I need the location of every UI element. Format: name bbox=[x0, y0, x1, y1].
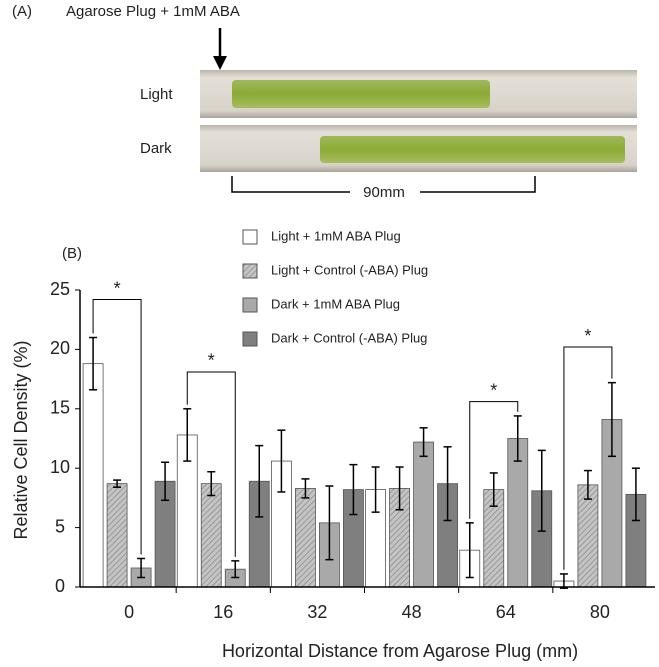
scale-label: 90mm bbox=[363, 184, 405, 201]
y-tick-label: 5 bbox=[55, 516, 65, 536]
row-label: Light bbox=[140, 86, 173, 103]
x-tick-label: 0 bbox=[124, 602, 134, 622]
legend-swatch bbox=[242, 229, 258, 245]
legend-swatch bbox=[242, 263, 258, 279]
significance-bracket bbox=[469, 401, 519, 519]
algae bbox=[232, 80, 490, 108]
legend-label: Dark + Control (-ABA) Plug bbox=[271, 330, 427, 345]
row-label: Dark bbox=[140, 140, 172, 157]
significance-label: * bbox=[490, 380, 497, 400]
x-tick-label: 80 bbox=[590, 602, 610, 622]
y-axis-title: Relative Cell Density (%) bbox=[11, 340, 31, 539]
y-tick-label: 25 bbox=[50, 279, 70, 299]
x-tick-label: 32 bbox=[307, 602, 327, 622]
bar bbox=[82, 363, 104, 588]
significance-bracket bbox=[186, 371, 236, 557]
significance-bracket bbox=[92, 299, 142, 555]
y-tick-label: 10 bbox=[50, 457, 70, 477]
caption: Agarose Plug + 1mM ABA bbox=[66, 3, 240, 20]
y-tick-label: 15 bbox=[50, 398, 70, 418]
bar bbox=[106, 483, 128, 588]
y-tick-label: 0 bbox=[55, 576, 65, 596]
legend-label: Dark + 1mM ABA Plug bbox=[271, 296, 400, 311]
x-tick-label: 16 bbox=[213, 602, 233, 622]
scale-bg bbox=[350, 184, 420, 200]
x-axis-title: Horizontal Distance from Agarose Plug (m… bbox=[222, 641, 578, 661]
panel-label: (B) bbox=[62, 245, 82, 262]
x-tick-label: 64 bbox=[496, 602, 516, 622]
arrow-head bbox=[213, 56, 227, 70]
bar bbox=[200, 483, 222, 588]
panel-label: (A) bbox=[12, 3, 32, 20]
legend-label: Light + Control (-ABA) Plug bbox=[271, 262, 428, 277]
legend-label: Light + 1mM ABA Plug bbox=[271, 228, 401, 243]
legend-swatch bbox=[242, 331, 258, 347]
algae bbox=[320, 136, 625, 163]
bar bbox=[413, 441, 434, 588]
significance-bracket bbox=[563, 346, 613, 570]
x-tick-label: 48 bbox=[402, 602, 422, 622]
legend-swatch bbox=[242, 297, 258, 313]
y-tick-label: 20 bbox=[50, 338, 70, 358]
bar bbox=[577, 484, 599, 588]
significance-label: * bbox=[114, 278, 121, 298]
significance-label: * bbox=[584, 326, 591, 346]
significance-label: * bbox=[208, 351, 215, 371]
bar bbox=[295, 487, 316, 588]
